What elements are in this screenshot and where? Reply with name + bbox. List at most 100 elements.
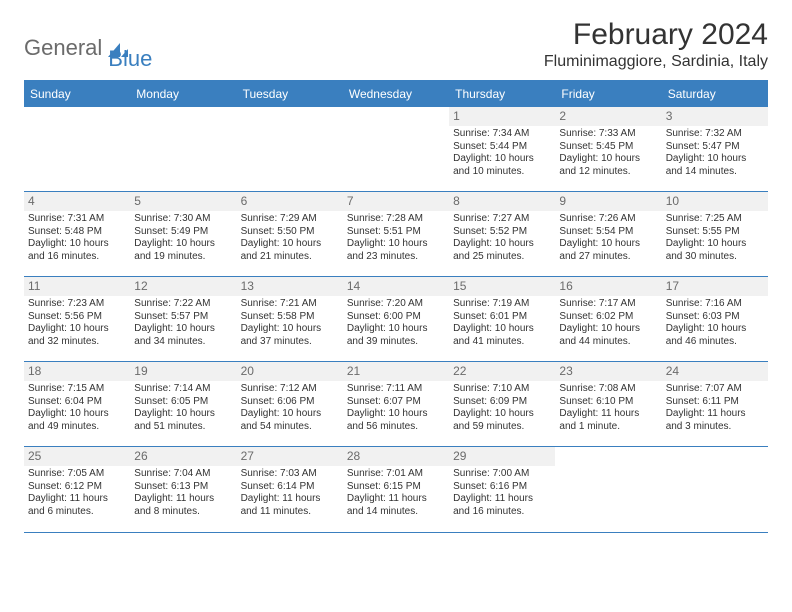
day-info: Sunrise: 7:30 AMSunset: 5:49 PMDaylight:…	[132, 213, 234, 263]
day-info: Sunrise: 7:20 AMSunset: 6:00 PMDaylight:…	[345, 298, 447, 348]
day-number: 1	[449, 107, 555, 126]
daylight-text: Daylight: 10 hours and 56 minutes.	[347, 408, 445, 433]
sunrise-text: Sunrise: 7:19 AM	[453, 298, 551, 311]
day-number: 27	[237, 447, 343, 466]
sunset-text: Sunset: 6:10 PM	[559, 396, 657, 409]
day-number: 19	[130, 362, 236, 381]
sunset-text: Sunset: 6:01 PM	[453, 311, 551, 324]
logo: General Blue	[24, 18, 152, 72]
daylight-text: Daylight: 11 hours and 16 minutes.	[453, 493, 551, 518]
day-number: 6	[237, 192, 343, 211]
sunset-text: Sunset: 5:55 PM	[666, 226, 764, 239]
day-cell: 1 Sunrise: 7:34 AMSunset: 5:44 PMDaylight…	[449, 107, 555, 192]
sunrise-text: Sunrise: 7:10 AM	[453, 383, 551, 396]
sunrise-text: Sunrise: 7:29 AM	[241, 213, 339, 226]
day-cell: 8Sunrise: 7:27 AMSunset: 5:52 PMDaylight…	[449, 192, 555, 277]
daylight-text: Daylight: 10 hours and 59 minutes.	[453, 408, 551, 433]
day-cell: 15Sunrise: 7:19 AMSunset: 6:01 PMDayligh…	[449, 277, 555, 362]
day-number: 29	[449, 447, 555, 466]
day-number: 20	[237, 362, 343, 381]
day-number: 24	[662, 362, 768, 381]
sunset-text: Sunset: 6:04 PM	[28, 396, 126, 409]
sunset-text: Sunset: 5:56 PM	[28, 311, 126, 324]
calendar-body: 1 Sunrise: 7:34 AMSunset: 5:44 PMDaylight…	[24, 107, 768, 532]
sunset-text: Sunset: 6:12 PM	[28, 481, 126, 494]
sunrise-text: Sunrise: 7:20 AM	[347, 298, 445, 311]
sunrise-text: Sunrise: 7:25 AM	[666, 213, 764, 226]
day-info: Sunrise: 7:34 AMSunset: 5:44 PMDaylight:…	[451, 128, 553, 178]
sunset-text: Sunset: 6:09 PM	[453, 396, 551, 409]
sunset-text: Sunset: 6:00 PM	[347, 311, 445, 324]
daylight-text: Daylight: 11 hours and 6 minutes.	[28, 493, 126, 518]
daylight-text: Daylight: 10 hours and 14 minutes.	[666, 153, 764, 178]
sunrise-text: Sunrise: 7:26 AM	[559, 213, 657, 226]
day-info: Sunrise: 7:00 AMSunset: 6:16 PMDaylight:…	[451, 468, 553, 518]
day-number: 14	[343, 277, 449, 296]
sunset-text: Sunset: 5:51 PM	[347, 226, 445, 239]
daylight-text: Daylight: 10 hours and 41 minutes.	[453, 323, 551, 348]
day-cell: 17Sunrise: 7:16 AMSunset: 6:03 PMDayligh…	[662, 277, 768, 362]
daylight-text: Daylight: 10 hours and 27 minutes.	[559, 238, 657, 263]
sunset-text: Sunset: 5:45 PM	[559, 141, 657, 154]
day-info: Sunrise: 7:32 AMSunset: 5:47 PMDaylight:…	[664, 128, 766, 178]
day-info: Sunrise: 7:31 AMSunset: 5:48 PMDaylight:…	[26, 213, 128, 263]
sunset-text: Sunset: 5:49 PM	[134, 226, 232, 239]
day-cell	[24, 107, 130, 192]
day-info: Sunrise: 7:21 AMSunset: 5:58 PMDaylight:…	[239, 298, 341, 348]
sunrise-text: Sunrise: 7:33 AM	[559, 128, 657, 141]
day-number: 18	[24, 362, 130, 381]
sunset-text: Sunset: 6:16 PM	[453, 481, 551, 494]
daylight-text: Daylight: 11 hours and 1 minute.	[559, 408, 657, 433]
day-cell: 12Sunrise: 7:22 AMSunset: 5:57 PMDayligh…	[130, 277, 236, 362]
weekday-monday: Monday	[130, 81, 236, 107]
day-number: 22	[449, 362, 555, 381]
day-cell	[130, 107, 236, 192]
day-number: 21	[343, 362, 449, 381]
day-info: Sunrise: 7:29 AMSunset: 5:50 PMDaylight:…	[239, 213, 341, 263]
day-cell: 5Sunrise: 7:30 AMSunset: 5:49 PMDaylight…	[130, 192, 236, 277]
sunrise-text: Sunrise: 7:21 AM	[241, 298, 339, 311]
sunset-text: Sunset: 6:06 PM	[241, 396, 339, 409]
sunrise-text: Sunrise: 7:11 AM	[347, 383, 445, 396]
day-cell: 2 Sunrise: 7:33 AMSunset: 5:45 PMDaylight…	[555, 107, 661, 192]
day-number: 11	[24, 277, 130, 296]
sunrise-text: Sunrise: 7:04 AM	[134, 468, 232, 481]
day-cell	[237, 107, 343, 192]
day-info: Sunrise: 7:16 AMSunset: 6:03 PMDaylight:…	[664, 298, 766, 348]
daylight-text: Daylight: 10 hours and 46 minutes.	[666, 323, 764, 348]
day-cell: 24 Sunrise: 7:07 AMSunset: 6:11 PMDayligh…	[662, 362, 768, 447]
day-cell: 14 Sunrise: 7:20 AMSunset: 6:00 PMDayligh…	[343, 277, 449, 362]
day-info: Sunrise: 7:22 AMSunset: 5:57 PMDaylight:…	[132, 298, 234, 348]
day-cell: 3Sunrise: 7:32 AMSunset: 5:47 PMDaylight…	[662, 107, 768, 192]
day-cell: 22 Sunrise: 7:10 AMSunset: 6:09 PMDayligh…	[449, 362, 555, 447]
daylight-text: Daylight: 10 hours and 54 minutes.	[241, 408, 339, 433]
sunset-text: Sunset: 6:15 PM	[347, 481, 445, 494]
daylight-text: Daylight: 10 hours and 23 minutes.	[347, 238, 445, 263]
day-info: Sunrise: 7:33 AMSunset: 5:45 PMDaylight:…	[557, 128, 659, 178]
day-number: 2	[555, 107, 661, 126]
day-cell: 19Sunrise: 7:14 AMSunset: 6:05 PMDayligh…	[130, 362, 236, 447]
day-cell: 16Sunrise: 7:17 AMSunset: 6:02 PMDayligh…	[555, 277, 661, 362]
day-cell: 29 Sunrise: 7:00 AMSunset: 6:16 PMDayligh…	[449, 447, 555, 532]
sunrise-text: Sunrise: 7:03 AM	[241, 468, 339, 481]
weekday-wednesday: Wednesday	[343, 81, 449, 107]
daylight-text: Daylight: 10 hours and 25 minutes.	[453, 238, 551, 263]
sunset-text: Sunset: 5:48 PM	[28, 226, 126, 239]
sunset-text: Sunset: 6:11 PM	[666, 396, 764, 409]
day-cell: 27Sunrise: 7:03 AMSunset: 6:14 PMDayligh…	[237, 447, 343, 532]
sunrise-text: Sunrise: 7:34 AM	[453, 128, 551, 141]
sunrise-text: Sunrise: 7:16 AM	[666, 298, 764, 311]
daylight-text: Daylight: 11 hours and 11 minutes.	[241, 493, 339, 518]
sunrise-text: Sunrise: 7:15 AM	[28, 383, 126, 396]
day-cell: 20Sunrise: 7:12 AMSunset: 6:06 PMDayligh…	[237, 362, 343, 447]
day-info: Sunrise: 7:07 AMSunset: 6:11 PMDaylight:…	[664, 383, 766, 433]
day-info: Sunrise: 7:23 AMSunset: 5:56 PMDaylight:…	[26, 298, 128, 348]
day-cell: 18Sunrise: 7:15 AMSunset: 6:04 PMDayligh…	[24, 362, 130, 447]
sunset-text: Sunset: 6:03 PM	[666, 311, 764, 324]
sunset-text: Sunset: 6:13 PM	[134, 481, 232, 494]
day-cell: 21Sunrise: 7:11 AMSunset: 6:07 PMDayligh…	[343, 362, 449, 447]
day-cell: 7Sunrise: 7:28 AMSunset: 5:51 PMDaylight…	[343, 192, 449, 277]
day-cell	[555, 447, 661, 532]
sunset-text: Sunset: 5:58 PM	[241, 311, 339, 324]
week-row: 4Sunrise: 7:31 AMSunset: 5:48 PMDaylight…	[24, 192, 768, 277]
